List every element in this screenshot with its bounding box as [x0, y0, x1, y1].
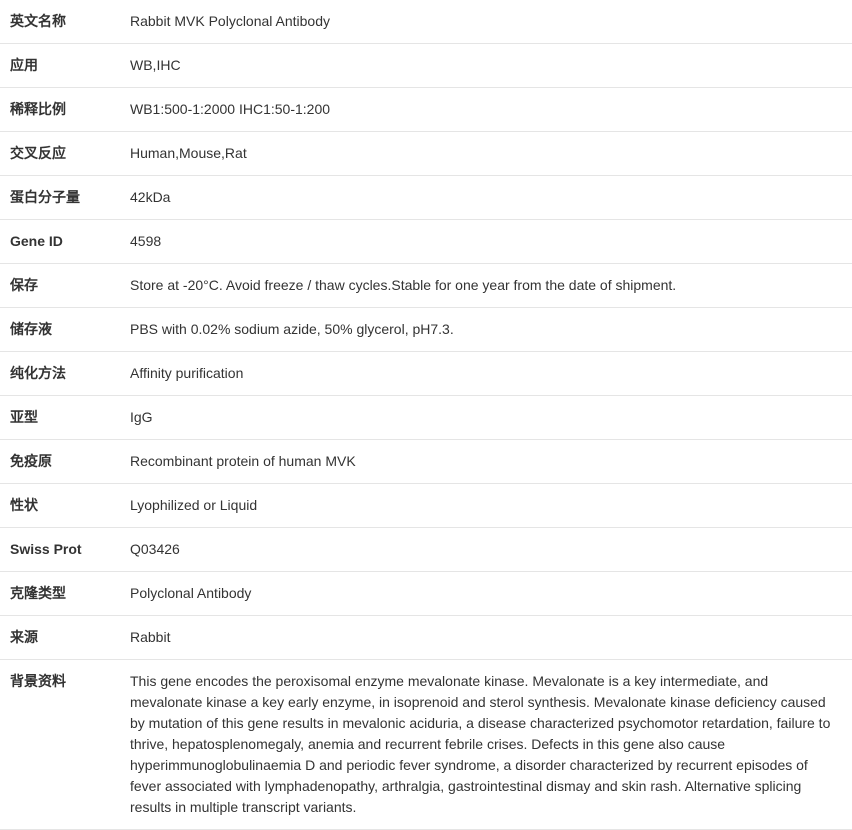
spec-row: 克隆类型Polyclonal Antibody [0, 572, 852, 616]
spec-label: 亚型 [10, 407, 130, 428]
spec-value: Human,Mouse,Rat [130, 143, 842, 164]
spec-label: 交叉反应 [10, 143, 130, 164]
spec-value: WB,IHC [130, 55, 842, 76]
spec-value: Affinity purification [130, 363, 842, 384]
spec-row: Swiss ProtQ03426 [0, 528, 852, 572]
spec-label: 来源 [10, 627, 130, 648]
spec-value: WB1:500-1:2000 IHC1:50-1:200 [130, 99, 842, 120]
spec-label: 稀释比例 [10, 99, 130, 120]
spec-row: Gene ID4598 [0, 220, 852, 264]
spec-label: 纯化方法 [10, 363, 130, 384]
spec-label: Gene ID [10, 231, 130, 252]
spec-label: 背景资料 [10, 671, 130, 692]
spec-row: 免疫原Recombinant protein of human MVK [0, 440, 852, 484]
spec-value: Polyclonal Antibody [130, 583, 842, 604]
spec-value: Rabbit MVK Polyclonal Antibody [130, 11, 842, 32]
spec-row: 纯化方法Affinity purification [0, 352, 852, 396]
spec-label: 性状 [10, 495, 130, 516]
spec-row: 蛋白分子量42kDa [0, 176, 852, 220]
spec-row: 英文名称Rabbit MVK Polyclonal Antibody [0, 0, 852, 44]
spec-label: 免疫原 [10, 451, 130, 472]
spec-row: 应用WB,IHC [0, 44, 852, 88]
spec-label: 应用 [10, 55, 130, 76]
spec-value: Store at -20°C. Avoid freeze / thaw cycl… [130, 275, 842, 296]
spec-row: 背景资料This gene encodes the peroxisomal en… [0, 660, 852, 830]
spec-label: 保存 [10, 275, 130, 296]
spec-value: Lyophilized or Liquid [130, 495, 842, 516]
spec-row: 交叉反应Human,Mouse,Rat [0, 132, 852, 176]
spec-label: Swiss Prot [10, 539, 130, 560]
spec-row: 保存Store at -20°C. Avoid freeze / thaw cy… [0, 264, 852, 308]
spec-value: Rabbit [130, 627, 842, 648]
spec-value: This gene encodes the peroxisomal enzyme… [130, 671, 842, 818]
spec-row: 储存液PBS with 0.02% sodium azide, 50% glyc… [0, 308, 852, 352]
spec-label: 储存液 [10, 319, 130, 340]
spec-value: PBS with 0.02% sodium azide, 50% glycero… [130, 319, 842, 340]
spec-label: 克隆类型 [10, 583, 130, 604]
spec-value: 4598 [130, 231, 842, 252]
spec-value: 42kDa [130, 187, 842, 208]
spec-value: Recombinant protein of human MVK [130, 451, 842, 472]
spec-value: Q03426 [130, 539, 842, 560]
spec-row: 性状Lyophilized or Liquid [0, 484, 852, 528]
spec-label: 英文名称 [10, 11, 130, 32]
spec-row: 来源Rabbit [0, 616, 852, 660]
spec-value: IgG [130, 407, 842, 428]
spec-label: 蛋白分子量 [10, 187, 130, 208]
spec-row: 亚型IgG [0, 396, 852, 440]
spec-table: 英文名称Rabbit MVK Polyclonal Antibody应用WB,I… [0, 0, 852, 830]
spec-row: 稀释比例WB1:500-1:2000 IHC1:50-1:200 [0, 88, 852, 132]
